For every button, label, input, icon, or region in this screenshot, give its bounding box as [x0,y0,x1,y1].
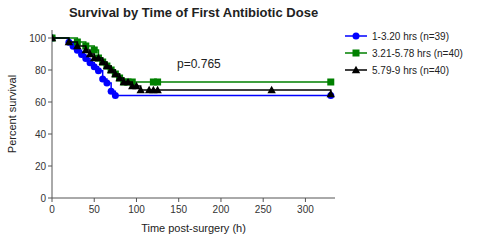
x-tick-label: 300 [297,204,314,215]
y-tick [48,198,52,199]
y-axis-label: Percent survival [6,75,18,153]
legend-marker [352,66,360,74]
legend-label: 3.21-5.78 hrs (n=40) [372,48,463,59]
plot-area [52,34,335,99]
point [267,86,275,94]
x-tick-label: 0 [49,204,55,215]
x-tick [305,198,306,202]
annotation: p=0.765 [177,57,221,71]
y-tick-label: 60 [35,97,47,108]
x-tick [94,198,95,202]
step-line [52,38,331,95]
y-tick [48,70,52,71]
y-tick-label: 40 [35,129,47,140]
point [52,34,56,42]
x-tick [263,198,264,202]
x-tick [178,198,179,202]
legend-marker [353,33,360,40]
step-line [52,38,331,94]
point [91,47,98,54]
y-tick-label: 20 [35,161,47,172]
title: Survival by Time of First Antibiotic Dos… [69,5,318,20]
point [103,80,110,87]
point [153,86,161,94]
point [95,67,102,74]
y-tick-label: 80 [35,65,47,76]
y-tick [48,102,52,103]
point [65,38,73,46]
legend: 1-3.20 hrs (n=39) 3.21-5.78 hrs (n=40) 5.7… [345,31,463,76]
y-tick-label: 0 [40,193,46,204]
y-axis [52,30,53,198]
legend-marker [353,50,360,57]
point [137,86,145,94]
y-tick [48,38,52,39]
x-tick [52,198,53,202]
step-line [52,38,331,82]
x-tick [136,198,137,202]
y-tick [48,134,52,135]
x-tick-label: 100 [128,204,145,215]
x-tick-label: 200 [213,204,230,215]
point [73,42,81,50]
x-tick-label: 50 [89,204,101,215]
x-axis-label: Time post-surgery (h) [141,222,246,234]
point [112,92,119,99]
x-tick [220,198,221,202]
legend-label: 1-3.20 hrs (n=39) [372,31,449,42]
x-tick-label: 250 [255,204,272,215]
point [327,90,335,98]
y-tick [48,166,52,167]
legend-label: 5.79-9 hrs (n=40) [372,65,449,76]
chart: Survival by Time of First Antibiotic Dos… [0,0,500,247]
point [327,79,334,86]
x-tick-label: 150 [170,204,187,215]
point [154,79,161,86]
y-tick-label: 100 [29,33,46,44]
